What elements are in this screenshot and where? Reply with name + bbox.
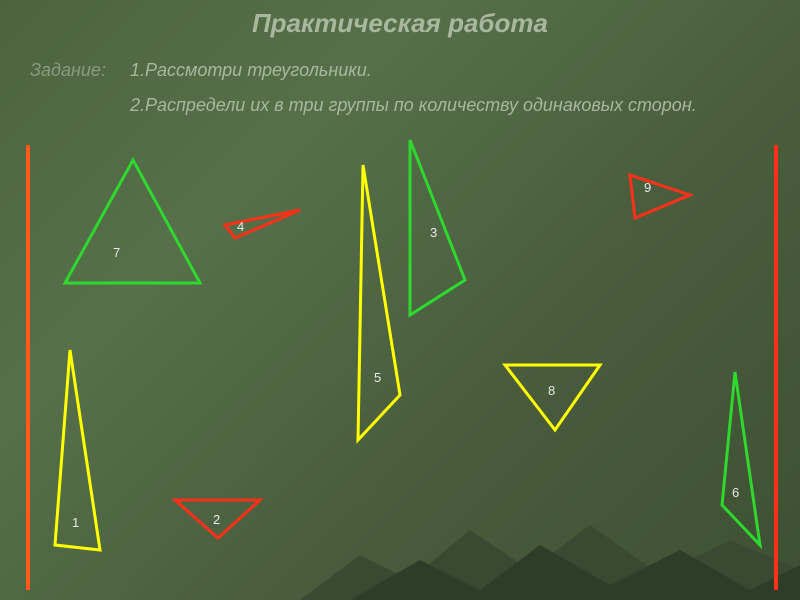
triangle-label-5: 5 (374, 370, 381, 385)
triangle-label-7: 7 (113, 245, 120, 260)
triangle-label-2: 2 (213, 512, 220, 527)
shapes-canvas (0, 0, 800, 600)
triangle-9 (630, 175, 690, 218)
triangle-label-3: 3 (430, 225, 437, 240)
triangle-label-8: 8 (548, 383, 555, 398)
triangle-label-9: 9 (644, 180, 651, 195)
triangle-7 (65, 160, 200, 283)
triangle-label-6: 6 (732, 485, 739, 500)
slide-background: Практическая работа Задание: 1.Рассмотри… (0, 0, 800, 600)
triangle-6 (722, 372, 760, 545)
triangle-3 (410, 140, 465, 315)
triangle-label-4: 4 (237, 219, 244, 234)
triangle-5 (358, 165, 400, 440)
triangle-label-1: 1 (72, 515, 79, 530)
